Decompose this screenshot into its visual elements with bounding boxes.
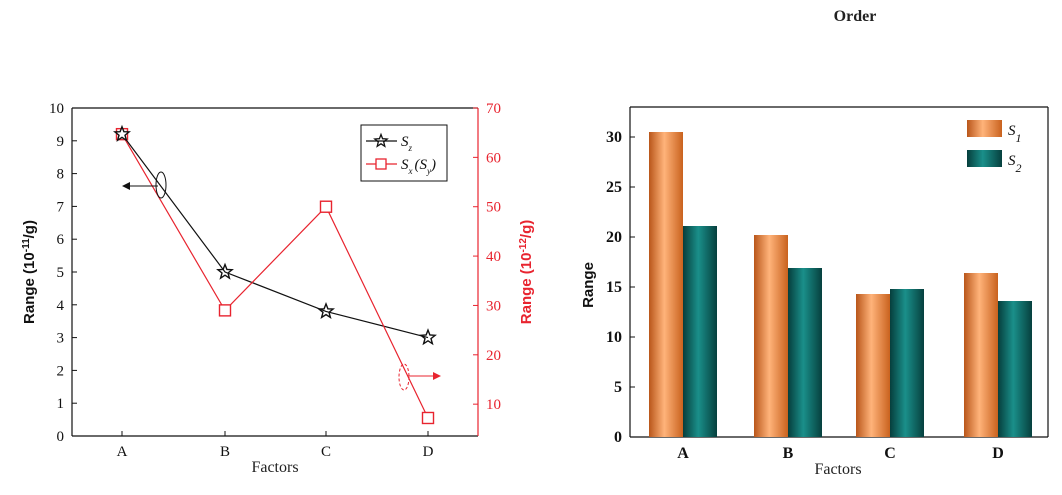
bar-y-ticks: 0 5 10 15 20 25 30: [606, 129, 635, 446]
legend-label-sxsy: Sx (Sy): [401, 157, 436, 176]
x-tick-label: D: [423, 444, 434, 460]
bar-x-tick-label: A: [677, 445, 689, 462]
legend-swatch-s2: [967, 150, 1002, 167]
page-title: Order: [833, 8, 877, 25]
right-y-tick-label: 60: [486, 150, 501, 166]
legend-label-s2: S2: [1008, 153, 1022, 175]
legend-square-marker: [375, 158, 387, 170]
point-sz-D: [419, 328, 437, 346]
left-y-axis-label: Range (10-11/g): [21, 220, 39, 324]
series-markers-sz: [113, 124, 437, 346]
left-y-tick-label: 5: [57, 265, 65, 281]
bar-s1-B: [754, 235, 788, 437]
x-tick-label: A: [117, 444, 128, 460]
left-y-tick-label: 8: [57, 167, 65, 183]
point-sxsy-B: [218, 304, 232, 317]
bar-y-tick-label: 5: [614, 379, 622, 396]
bar-s2-D: [998, 301, 1032, 437]
bar-s2-A: [683, 226, 717, 437]
left-y-tick-label: 6: [57, 232, 65, 248]
bar-s1-A: [649, 132, 683, 437]
point-sz-A: [113, 124, 131, 142]
x-tick-label: B: [220, 444, 230, 460]
bar-chart-legend: S1 S2: [967, 120, 1022, 175]
series-line-sxsy: [121, 133, 429, 419]
point-sxsy-C: [319, 200, 333, 213]
left-y-tick-label: 4: [57, 298, 65, 314]
line-chart-legend: Sz Sx (Sy): [360, 124, 448, 182]
left-y-tick-label: 1: [57, 396, 65, 412]
series-line-sz: [121, 133, 429, 339]
point-sz-C: [317, 301, 335, 319]
legend-box: [360, 124, 448, 182]
right-y-ticks: 10 20 30 40 50 60 70: [473, 101, 501, 413]
bar-chart: 0 5 10 15 20 25 30 A B C D Range Factors S1 S2: [580, 106, 1049, 478]
right-axis-indicator: [398, 363, 441, 391]
bar-s1-D: [964, 273, 998, 437]
bar-x-tick-label: C: [884, 445, 896, 462]
line-chart: 0 1 2 3 4 5 6 7 8 9 10 10 20 30 40 50 60 70 A B C D Factors…: [21, 101, 536, 476]
legend-label-s1: S1: [1008, 123, 1022, 145]
bar-y-axis-label: Range: [580, 262, 597, 308]
bar-s1-C: [856, 294, 890, 437]
left-axis-indicator: [122, 171, 167, 199]
right-y-tick-label: 10: [486, 397, 501, 413]
left-y-tick-label: 0: [57, 429, 65, 445]
bar-x-tick-label: D: [992, 445, 1004, 462]
bar-y-tick-label: 30: [606, 129, 622, 146]
legend-swatch-s1: [967, 120, 1002, 137]
left-y-tick-label: 10: [49, 101, 64, 117]
bar-y-tick-label: 25: [606, 179, 622, 196]
right-y-axis-label: Range (10-12/g): [518, 220, 536, 324]
x-axis-label: Factors: [251, 459, 298, 476]
bar-y-tick-label: 15: [606, 279, 622, 296]
point-sz-B: [216, 262, 234, 280]
bar-x-tick-label: B: [783, 445, 794, 462]
left-y-tick-label: 3: [57, 331, 65, 347]
right-y-tick-label: 70: [486, 101, 501, 117]
bar-y-tick-label: 0: [614, 429, 622, 446]
right-y-tick-label: 50: [486, 200, 501, 216]
series-markers-sxsy: [115, 127, 435, 425]
legend-label-sz: Sz: [401, 134, 413, 153]
legend-star-shape: [373, 132, 389, 148]
x-tick-label: C: [321, 444, 331, 460]
right-y-tick-label: 20: [486, 348, 501, 364]
bar-y-tick-label: 20: [606, 229, 622, 246]
bar-x-axis-label: Factors: [814, 461, 861, 478]
bar-s2-C: [890, 289, 924, 437]
left-y-tick-label: 7: [57, 199, 65, 215]
left-y-ticks: 0 1 2 3 4 5 6 7 8 9 10: [49, 101, 77, 445]
x-ticks: A B C D: [117, 431, 434, 460]
bar-s2-B: [788, 268, 822, 437]
left-y-tick-label: 2: [57, 363, 65, 379]
bars: [649, 132, 1032, 437]
point-sxsy-D: [421, 411, 435, 425]
bar-y-tick-label: 10: [606, 329, 622, 346]
legend-star-marker: [373, 132, 389, 148]
left-y-tick-label: 9: [57, 134, 65, 150]
right-y-tick-label: 30: [486, 298, 501, 314]
right-y-tick-label: 40: [486, 249, 501, 265]
